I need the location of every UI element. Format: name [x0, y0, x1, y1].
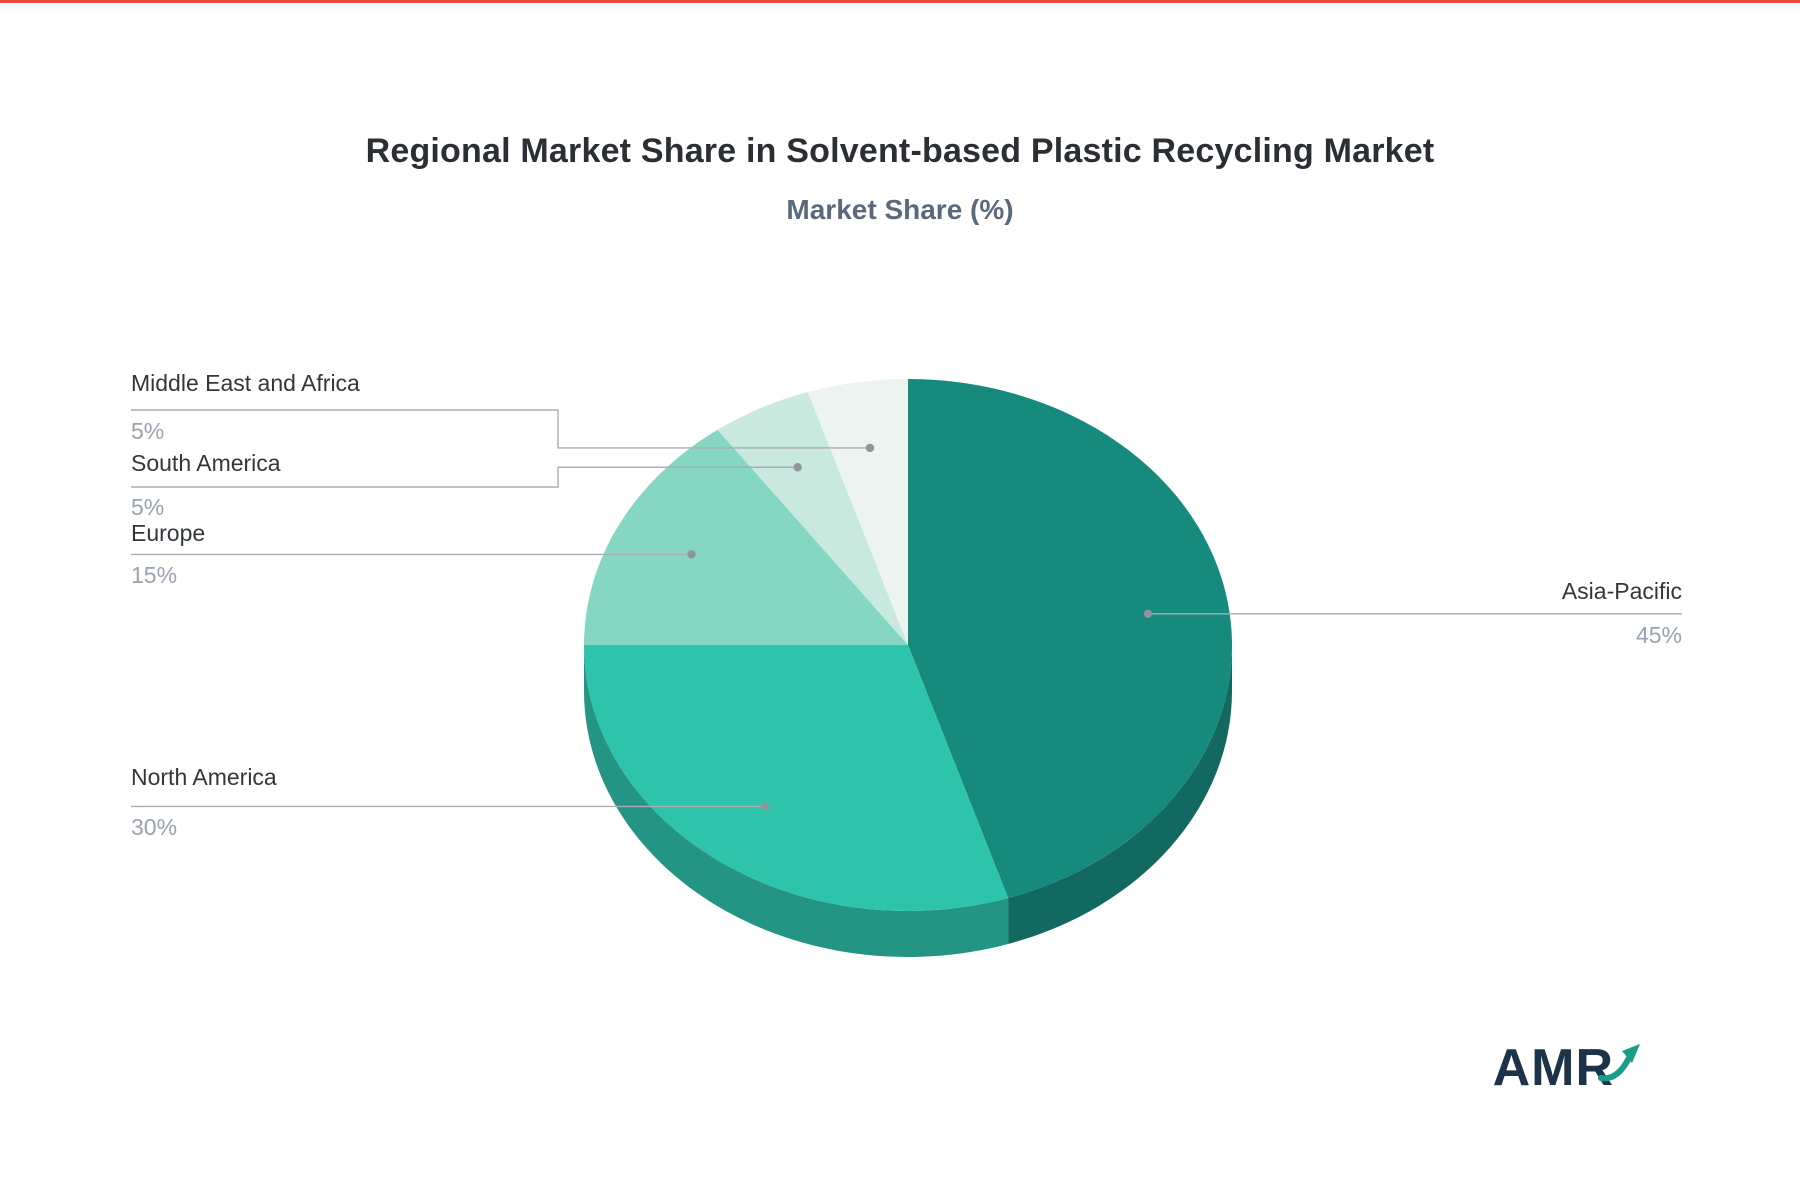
pie-slice-asia-pacific[interactable] [908, 379, 1232, 898]
top-accent-bar [0, 0, 1800, 3]
slice-value-europe: 15% [131, 562, 178, 588]
slice-label-north-america: North America [131, 764, 277, 790]
amr-logo: AMR [1493, 1038, 1644, 1098]
leader-dot-middle-east-and-africa [865, 443, 875, 453]
slice-value-north-america: 30% [131, 814, 178, 840]
leader-dot-asia-pacific [1143, 609, 1153, 618]
chart-title: Regional Market Share in Solvent-based P… [365, 132, 1435, 170]
amr-logo-arrow-icon [1598, 1044, 1640, 1082]
pie-side-north-america [584, 645, 1009, 957]
slice-value-south-america: 5% [131, 494, 165, 520]
amr-logo-text: AMR [1492, 1039, 1614, 1097]
slice-label-asia-pacific: Asia-Pacific [1561, 578, 1682, 604]
leader-dot-europe [687, 550, 696, 559]
slice-label-middle-east-and-africa: Middle East and Africa [131, 370, 360, 396]
pie-slice-europe[interactable] [584, 429, 908, 645]
leader-line-middle-east-and-africa [131, 409, 870, 449]
slice-value-middle-east-and-africa: 5% [131, 418, 165, 444]
pie-slice-south-america[interactable] [717, 392, 908, 645]
pie-slice-middle-east-and-africa[interactable] [807, 379, 908, 645]
leader-line-south-america [131, 466, 798, 488]
leader-dot-south-america [793, 463, 802, 472]
slice-value-asia-pacific: 45% [1635, 622, 1682, 648]
pie-side-asia-pacific [1008, 645, 1232, 944]
slice-label-europe: Europe [131, 520, 206, 546]
leader-dot-north-america [760, 802, 770, 811]
chart-subtitle: Market Share (%) [786, 194, 1014, 225]
pie-slice-north-america[interactable] [584, 645, 1009, 911]
slice-label-south-america: South America [131, 450, 281, 476]
